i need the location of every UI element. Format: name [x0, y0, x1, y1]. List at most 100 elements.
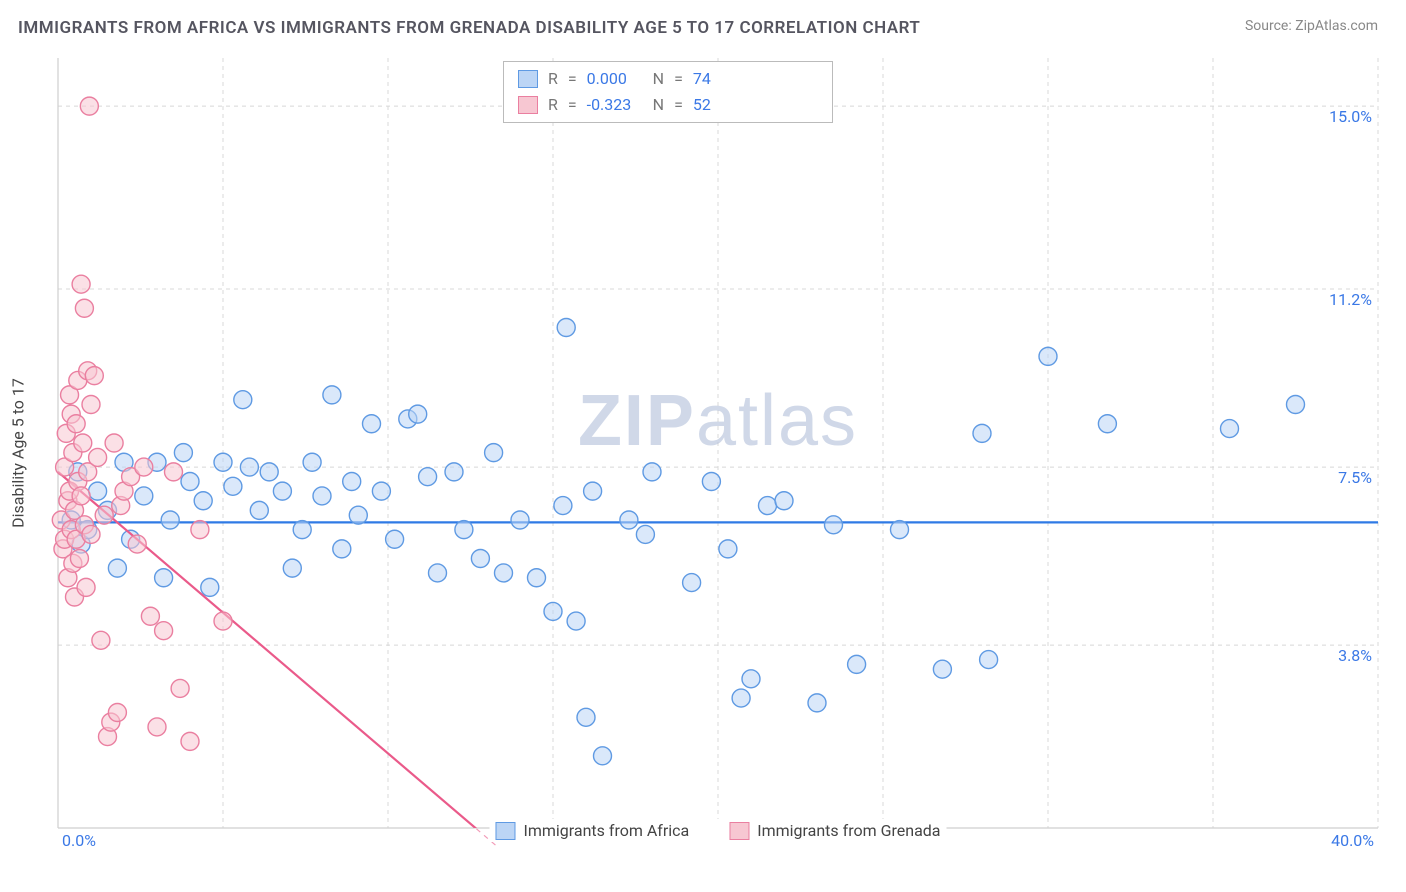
data-point — [201, 578, 219, 596]
data-point — [155, 569, 173, 587]
data-point — [82, 396, 100, 414]
data-point — [105, 434, 123, 452]
data-point — [283, 559, 301, 577]
data-point — [234, 391, 252, 409]
data-point — [161, 511, 179, 529]
data-point — [95, 506, 113, 524]
stats-r-value: 0.000 — [587, 67, 643, 91]
data-point — [808, 694, 826, 712]
y-axis-label: Disability Age 5 to 17 — [9, 378, 28, 528]
data-point — [554, 497, 572, 515]
data-point — [567, 612, 585, 630]
data-point — [174, 444, 192, 462]
data-point — [455, 521, 473, 539]
data-point — [260, 463, 278, 481]
y-tick-label: 3.8% — [1338, 646, 1372, 665]
data-point — [293, 521, 311, 539]
source-link[interactable]: ZipAtlas.com — [1295, 18, 1378, 34]
data-point — [70, 550, 88, 568]
stats-eq: = — [568, 67, 577, 91]
data-point — [409, 405, 427, 423]
data-point — [584, 482, 602, 500]
data-point — [72, 275, 90, 293]
legend-item[interactable]: Immigrants from Grenada — [729, 821, 940, 840]
stats-eq: = — [674, 67, 683, 91]
data-point — [303, 453, 321, 471]
data-point — [445, 463, 463, 481]
data-point — [775, 492, 793, 510]
data-point — [429, 564, 447, 582]
data-point — [1287, 396, 1305, 414]
data-point — [92, 631, 110, 649]
legend-item[interactable]: Immigrants from Africa — [495, 821, 689, 840]
data-point — [250, 501, 268, 519]
data-point — [240, 458, 258, 476]
data-point — [759, 497, 777, 515]
data-point — [848, 655, 866, 673]
data-point — [82, 525, 100, 543]
data-point — [363, 415, 381, 433]
data-point — [825, 516, 843, 534]
data-point — [577, 708, 595, 726]
data-point — [471, 550, 489, 568]
data-point — [135, 458, 153, 476]
data-point — [528, 569, 546, 587]
legend-swatch — [518, 96, 538, 114]
source-credit: Source: ZipAtlas.com — [1245, 18, 1378, 34]
stats-row: R=-0.323N=52 — [504, 92, 832, 118]
data-point — [323, 386, 341, 404]
legend: Immigrants from Africa Immigrants from Gr… — [489, 819, 946, 842]
data-point — [719, 540, 737, 558]
x-min-label: 0.0% — [62, 831, 96, 848]
data-point — [973, 424, 991, 442]
legend-swatch — [518, 70, 538, 88]
data-point — [135, 487, 153, 505]
data-point — [77, 578, 95, 596]
data-point — [89, 448, 107, 466]
data-point — [214, 453, 232, 471]
data-point — [273, 482, 291, 500]
plot-area: Disability Age 5 to 17 ZIPatlas 3.8%7.5%… — [48, 58, 1388, 848]
data-point — [386, 530, 404, 548]
data-point — [742, 670, 760, 688]
legend-swatch — [495, 822, 515, 840]
data-point — [72, 487, 90, 505]
data-point — [148, 718, 166, 736]
data-point — [643, 463, 661, 481]
data-point — [85, 367, 103, 385]
y-tick-label: 15.0% — [1329, 107, 1372, 126]
stats-r-value: -0.323 — [587, 93, 643, 117]
data-point — [620, 511, 638, 529]
data-point — [732, 689, 750, 707]
x-max-label: 40.0% — [1331, 831, 1374, 848]
stats-eq: = — [568, 93, 577, 117]
stats-n-value: 74 — [693, 67, 749, 91]
data-point — [372, 482, 390, 500]
data-point — [1221, 420, 1239, 438]
stats-r-label: R — [548, 67, 558, 91]
data-point — [495, 564, 513, 582]
stats-n-value: 52 — [693, 93, 749, 117]
data-point — [181, 473, 199, 491]
data-point — [108, 704, 126, 722]
data-point — [702, 473, 720, 491]
data-point — [108, 559, 126, 577]
data-point — [141, 607, 159, 625]
data-point — [224, 477, 242, 495]
source-prefix: Source: — [1245, 18, 1295, 34]
data-point — [89, 482, 107, 500]
data-point — [165, 463, 183, 481]
data-point — [214, 612, 232, 630]
data-point — [313, 487, 331, 505]
data-point — [349, 506, 367, 524]
legend-label: Immigrants from Africa — [523, 821, 689, 840]
data-point — [343, 473, 361, 491]
data-point — [594, 747, 612, 765]
chart-title: IMMIGRANTS FROM AFRICA VS IMMIGRANTS FRO… — [18, 18, 920, 38]
stats-row: R=0.000N=74 — [504, 66, 832, 92]
data-point — [557, 319, 575, 337]
data-point — [1039, 347, 1057, 365]
data-point — [75, 299, 93, 317]
data-point — [933, 660, 951, 678]
data-point — [980, 651, 998, 669]
